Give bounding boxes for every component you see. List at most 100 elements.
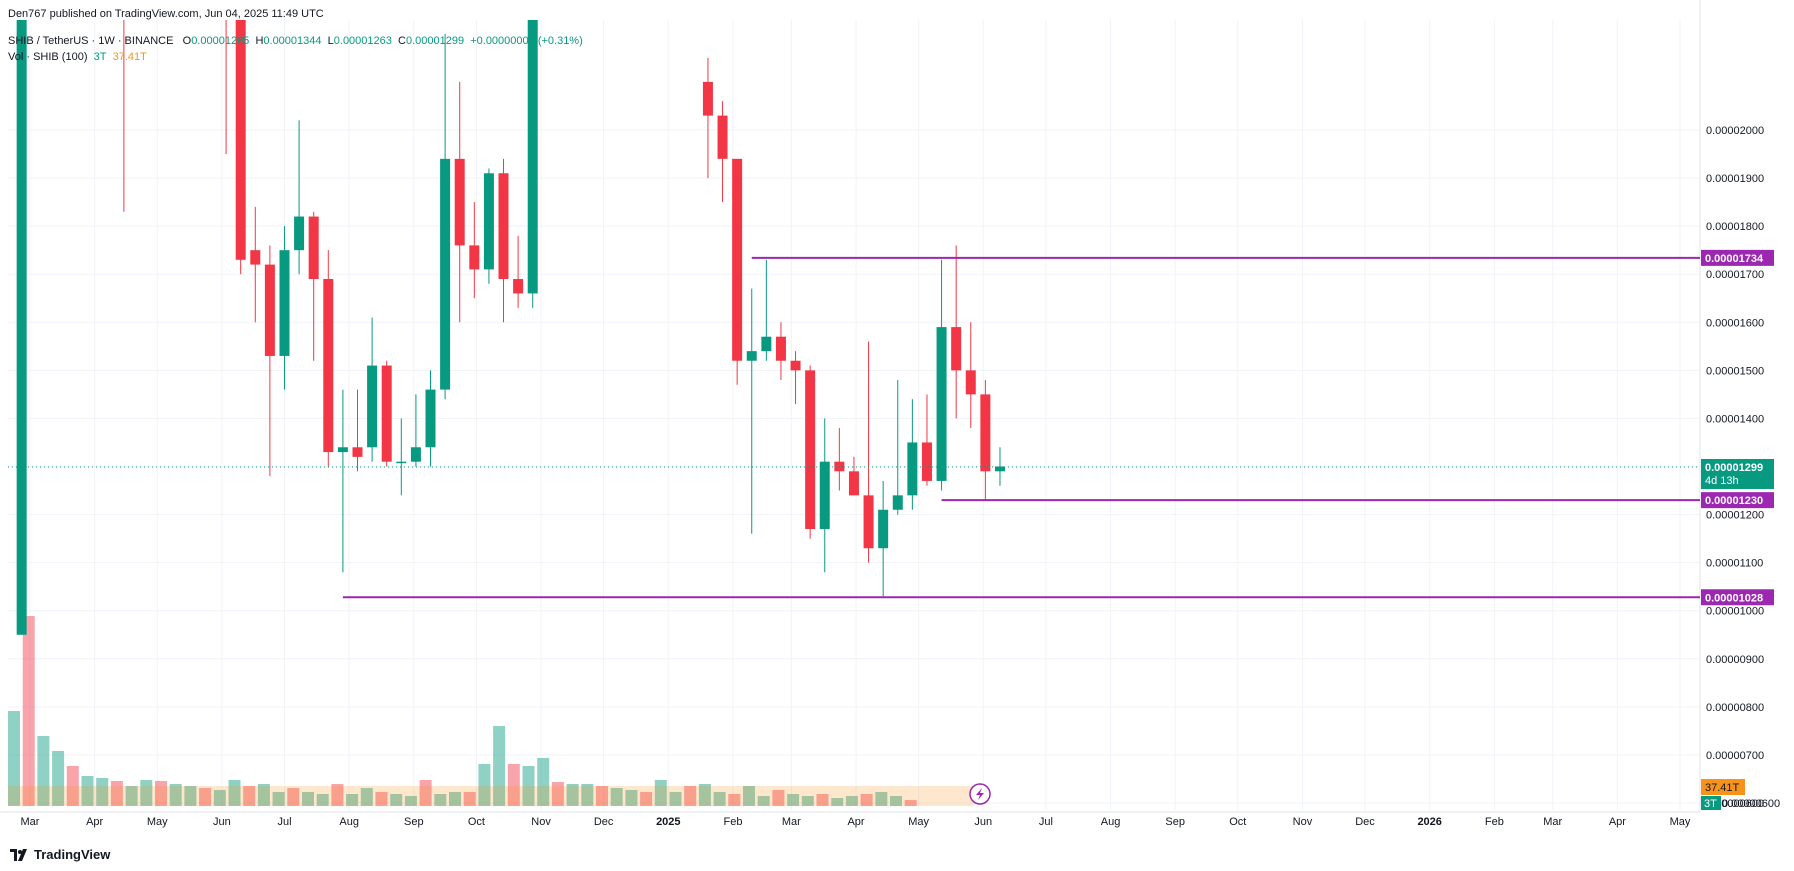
- candle-body: [235, 20, 246, 260]
- volume-bar: [52, 751, 65, 806]
- volume-bar: [404, 796, 417, 806]
- volume-bar: [360, 788, 373, 806]
- volume-ma-label: 37.41T: [1705, 782, 1740, 794]
- candle-body: [454, 158, 465, 246]
- candle: [250, 206, 261, 323]
- volume-value-1: 3T: [93, 51, 107, 63]
- y-tick-label: 0.00002000: [1706, 125, 1764, 137]
- volume-bar: [199, 788, 212, 806]
- horizontal-levels[interactable]: [8, 256, 1700, 599]
- candle-body: [483, 173, 494, 270]
- candle-body: [16, 20, 27, 635]
- level-badge: [1701, 589, 1774, 606]
- x-tick-label: Mar: [1543, 816, 1562, 828]
- tradingview-brand[interactable]: TradingView: [10, 847, 110, 862]
- candle: [878, 480, 889, 597]
- x-tick-label: Sep: [404, 816, 424, 828]
- y-tick-label: 0.00001900: [1706, 173, 1764, 185]
- candle: [225, 20, 227, 155]
- y-tick-label: 0.00000700: [1706, 750, 1764, 762]
- x-tick-label: Feb: [1485, 816, 1504, 828]
- volume-bar: [537, 758, 550, 806]
- volume-bar: [860, 794, 873, 806]
- volume-bar: [625, 790, 638, 806]
- candle-body: [527, 20, 538, 294]
- candle-body: [308, 216, 319, 280]
- candle-body: [775, 336, 786, 361]
- x-tick-label: Sep: [1165, 816, 1185, 828]
- volume-bar: [507, 764, 520, 806]
- volume-bar: [8, 711, 20, 806]
- candle: [337, 389, 348, 573]
- volume-bar: [375, 792, 388, 806]
- price-badges: 0.00001734 0.00001230 0.00001028 0.00001299…: [1701, 249, 1780, 810]
- candle: [921, 394, 932, 486]
- volume-bar: [743, 786, 755, 806]
- volume-bar: [419, 780, 432, 806]
- candle-body: [702, 81, 713, 116]
- low-value: 0.00001263: [333, 35, 392, 47]
- candle-body: [337, 447, 348, 453]
- candle-body: [279, 250, 290, 356]
- y-tick-label: 0.00001100: [1706, 558, 1763, 570]
- y-tick-label: 0.00000800: [1706, 702, 1764, 714]
- volume-bar: [478, 764, 491, 806]
- volume-bar: [272, 792, 285, 806]
- candle-body: [381, 365, 392, 462]
- y-tick-label: 0.00001500: [1706, 365, 1764, 377]
- x-tick-label: Jun: [974, 816, 992, 828]
- volume-bar: [596, 786, 608, 806]
- candle: [469, 202, 480, 299]
- volume-indicator-label[interactable]: Vol · SHIB (100): [8, 51, 88, 63]
- candle: [367, 317, 378, 462]
- candle: [352, 389, 363, 472]
- y-tick-label: 0.00001200: [1706, 510, 1764, 522]
- x-tick-label: Mar: [21, 816, 40, 828]
- x-tick-label: Nov: [1293, 816, 1313, 828]
- candle: [951, 245, 962, 419]
- time-axis[interactable]: Mar Apr May Jun Jul Aug Sep Oct Nov Dec 2025 Feb Mar…: [21, 816, 1691, 828]
- current-price-label: 0.00001299: [1705, 462, 1763, 474]
- candle-body: [410, 447, 421, 462]
- volume-bar: [184, 786, 197, 806]
- candle: [410, 394, 421, 467]
- candle: [279, 226, 290, 390]
- volume-bar: [22, 616, 35, 806]
- candle-body: [732, 158, 743, 361]
- volume-bar: [845, 796, 858, 806]
- x-tick-label: Jul: [277, 816, 291, 828]
- candle: [980, 379, 991, 501]
- volume-bar: [551, 782, 564, 806]
- volume-bar: [169, 784, 182, 806]
- candle-body: [425, 389, 436, 448]
- candle-body: [440, 158, 451, 390]
- lightning-icon[interactable]: [969, 783, 991, 805]
- volume-bar: [110, 781, 123, 806]
- y-tick-label: 0.00001800: [1706, 221, 1764, 233]
- candle-body: [469, 245, 480, 270]
- candle: [454, 81, 465, 323]
- chart-grid: [0, 0, 1701, 813]
- close-label: C: [398, 35, 406, 47]
- candle-body: [790, 360, 801, 371]
- candle-body: [513, 279, 524, 294]
- x-tick-label: Oct: [1229, 816, 1246, 828]
- candle-body: [907, 442, 918, 496]
- tradingview-logo-icon: [10, 848, 27, 861]
- volume-bar: [566, 784, 579, 806]
- symbol-name[interactable]: SHIB / TetherUS · 1W · BINANCE: [8, 35, 174, 47]
- low-label: L: [327, 35, 334, 47]
- high-label: H: [255, 35, 264, 47]
- candle: [294, 120, 305, 275]
- candle-body: [352, 447, 363, 457]
- candlesticks: [16, 20, 1005, 635]
- candle-body: [294, 216, 305, 251]
- candle-body: [498, 173, 509, 280]
- candle-body: [761, 336, 772, 352]
- y-tick-label: 0.00001600: [1706, 317, 1764, 329]
- volume-bar: [140, 780, 153, 806]
- candle-body: [994, 466, 1005, 472]
- volume-badge-label: 3T: [1704, 798, 1717, 810]
- candle-body: [819, 461, 830, 529]
